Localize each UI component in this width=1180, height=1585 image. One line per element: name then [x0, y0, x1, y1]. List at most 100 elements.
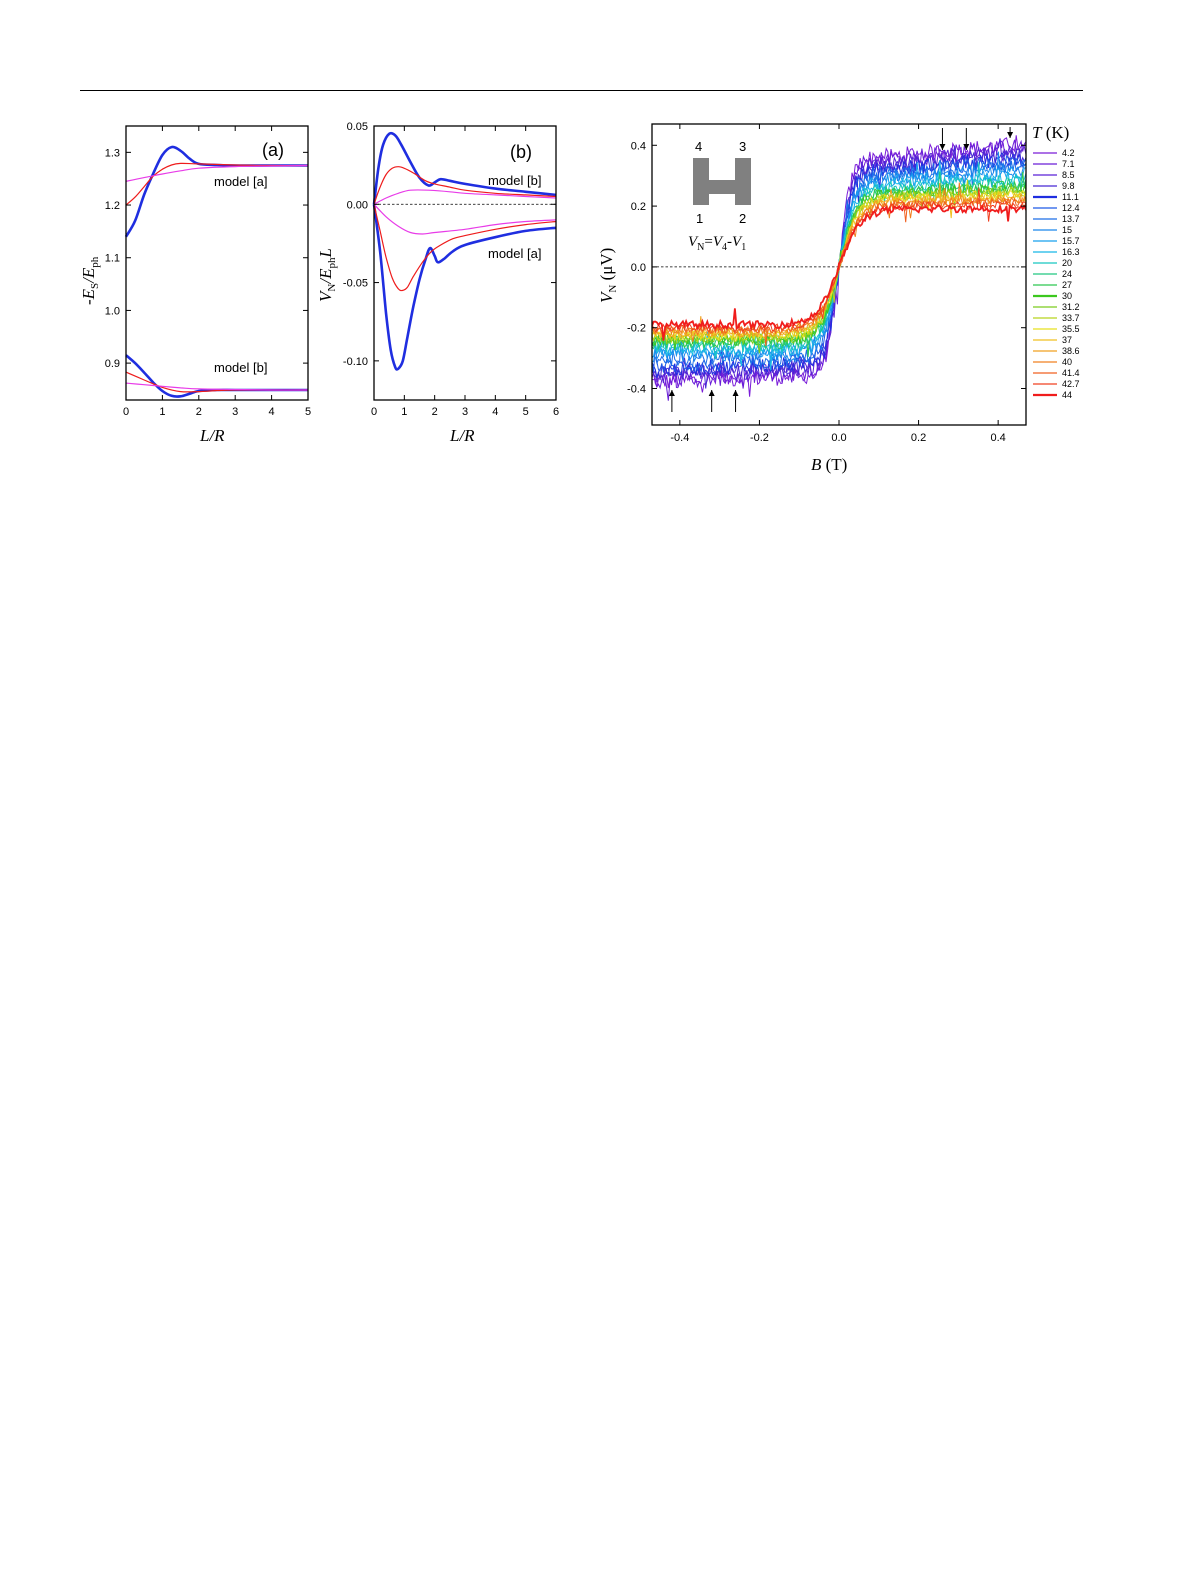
terminal-1-label: 1	[696, 211, 703, 226]
legend-label: 7.1	[1062, 159, 1075, 169]
panel-c-x-tick-label: 0.4	[991, 432, 1006, 444]
panel-b-series-line-2	[373, 189, 557, 205]
panel-a-x-tick-label: 1	[159, 406, 165, 418]
panel-b-y-tick-label: -0.05	[343, 278, 368, 290]
panel-a-series-line-2	[125, 164, 309, 182]
panel-a-y-tick-label: 1.1	[105, 253, 120, 265]
legend-items: 4.27.18.59.811.112.413.71515.716.3202427…	[1033, 148, 1080, 400]
panel-b-xlabel: L/R	[449, 426, 475, 445]
panel-b-label: (b)	[510, 142, 532, 162]
legend-title: T (K)	[1032, 123, 1069, 142]
panel-c-xlabel: B (T)	[811, 455, 847, 474]
panel-a-annotation-model-b: model [b]	[214, 360, 267, 375]
panel-a-series-line-5	[125, 382, 309, 391]
panel-c-ticks: -0.4 -0.2 0.0 0.2 0.4 -0.4 -0.2 0.0 0.2 0.4	[627, 124, 1026, 444]
panel-a-x-tick-label: 2	[196, 406, 202, 418]
terminal-2-label: 2	[739, 211, 746, 226]
panel-b-plot-area	[372, 131, 557, 371]
panel-a-ylabel: -ES/Eph	[79, 256, 101, 305]
legend-label: 12.4	[1062, 203, 1080, 213]
panel-b: 0 1 2 3 4 5 6-0.10-0.050.000.05 (b) model [b] …	[316, 121, 559, 445]
panel-b-series-line-5	[373, 203, 557, 235]
panel-a: 0 1 2 3 4 5 0.9 1.0 1.1 1.2 1.3 (a) model [a] mode…	[79, 125, 311, 445]
arrow-up-icon-head	[732, 390, 739, 396]
legend-label: 38.6	[1062, 346, 1080, 356]
panel-a-x-tick-label: 0	[123, 406, 129, 418]
panel-b-x-tick-label: 4	[492, 406, 498, 418]
panel-a-y-tick-label: 0.9	[105, 358, 120, 370]
panel-b-ticks: 0 1 2 3 4 5 6 -0.10 -0.05 0.00 0.05	[343, 121, 559, 418]
legend-label: 30	[1062, 291, 1072, 301]
panel-a-frame	[125, 125, 309, 401]
arrow-up-icon-head	[708, 390, 715, 396]
legend-label: 44	[1062, 390, 1072, 400]
legend-label: 24	[1062, 269, 1072, 279]
panel-c-y-tick-label: 0.4	[631, 140, 646, 152]
panel-c-y-tick-label: -0.4	[627, 384, 646, 396]
panel-b-series-line-1	[373, 166, 557, 205]
header-rule	[80, 90, 1083, 91]
panel-b-x-tick-label: 3	[462, 406, 468, 418]
panel-b-x-tick-label: 5	[523, 406, 529, 418]
panel-b-x-tick-label: 0	[371, 406, 377, 418]
panel-c-arrows	[668, 127, 1014, 412]
panel-c-y-tick-label: 0.0	[631, 262, 646, 274]
panel-b-y-tick-label: 0.00	[347, 199, 368, 211]
legend-label: 15.7	[1062, 236, 1080, 246]
panel-c-x-tick-label: -0.4	[670, 432, 689, 444]
legend: T (K) 4.27.18.59.811.112.413.71515.716.3…	[1032, 123, 1080, 400]
panel-c-x-tick-label: -0.2	[750, 432, 769, 444]
legend-label: 20	[1062, 258, 1072, 268]
legend-label: 33.7	[1062, 313, 1080, 323]
panel-a-annotation-model-a: model [a]	[214, 174, 267, 189]
panel-a-y-tick-label: 1.2	[105, 200, 120, 212]
device-inset: 4 3 1 2 VN=V4-V1	[688, 139, 751, 253]
panel-b-annotation-model-a: model [a]	[488, 246, 541, 261]
h-bar-device-icon	[693, 158, 751, 205]
legend-label: 40	[1062, 357, 1072, 367]
panel-a-x-tick-label: 4	[269, 406, 275, 418]
panel-a-ticks: 0 1 2 3 4 5 0.9 1.0 1.1 1.2 1.3	[105, 126, 311, 418]
arrow-up-icon-head	[668, 390, 675, 396]
arrow-down-icon-head	[939, 144, 946, 150]
panel-b-annotation-model-b: model [b]	[488, 173, 541, 188]
legend-label: 35.5	[1062, 324, 1080, 334]
arrow-down-icon-head	[963, 144, 970, 150]
panel-a-y-tick-label: 1.3	[105, 147, 120, 159]
legend-label: 15	[1062, 225, 1072, 235]
panel-c-plot-area	[652, 135, 1026, 401]
panel-c-ylabel: VN (μV)	[597, 248, 619, 303]
panel-b-x-tick-label: 2	[432, 406, 438, 418]
panel-c-x-tick-label: 0.0	[831, 432, 846, 444]
arrow-down-icon-head	[1007, 132, 1014, 138]
panel-a-series-line-0	[124, 145, 308, 238]
panel-a-plot-area	[124, 145, 309, 398]
panel-b-series-line-4	[373, 204, 557, 292]
panel-b-series-line-0	[372, 131, 557, 205]
panel-a-series-line-1	[125, 162, 309, 206]
legend-label: 11.1	[1062, 192, 1079, 202]
panel-a-xlabel: L/R	[199, 426, 225, 445]
legend-label: 27	[1062, 280, 1072, 290]
terminal-3-label: 3	[739, 139, 746, 154]
legend-label: 8.5	[1062, 170, 1075, 180]
legend-label: 9.8	[1062, 181, 1075, 191]
legend-label: 16.3	[1062, 247, 1080, 257]
panel-c-trace-44K	[652, 204, 1026, 341]
panel-b-series-line-3	[372, 204, 557, 371]
figure: 0 1 2 3 4 5 0.9 1.0 1.1 1.2 1.3 (a) model [a] mode…	[79, 121, 1080, 474]
panel-b-x-tick-label: 1	[401, 406, 407, 418]
panel-b-y-tick-label: 0.05	[347, 121, 368, 133]
legend-label: 42.7	[1062, 379, 1080, 389]
panel-b-x-tick-label: 6	[553, 406, 559, 418]
terminal-4-label: 4	[695, 139, 702, 154]
inset-formula: VN=V4-V1	[688, 234, 746, 253]
panel-c-y-tick-label: 0.2	[631, 201, 646, 213]
panel-a-x-tick-label: 5	[305, 406, 311, 418]
panel-c: -0.4 -0.2 0.0 0.2 0.4 -0.4 -0.2 0.0 0.2 0.4 4 3 1…	[597, 123, 1080, 474]
legend-label: 4.2	[1062, 148, 1075, 158]
panel-b-ylabel: VN/EphL	[316, 248, 338, 302]
legend-label: 31.2	[1062, 302, 1080, 312]
panel-a-x-tick-label: 3	[232, 406, 238, 418]
panel-a-label: (a)	[262, 140, 284, 160]
